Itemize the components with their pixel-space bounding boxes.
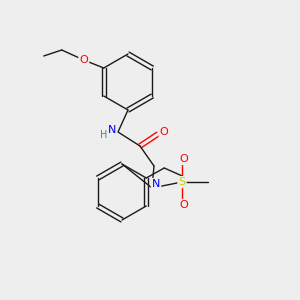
- Text: O: O: [160, 127, 168, 137]
- Text: O: O: [180, 154, 188, 164]
- Text: O: O: [80, 55, 88, 65]
- Text: O: O: [180, 200, 188, 210]
- Text: N: N: [108, 125, 116, 135]
- Text: N: N: [152, 179, 160, 189]
- Text: H: H: [100, 130, 108, 140]
- Text: S: S: [178, 177, 186, 187]
